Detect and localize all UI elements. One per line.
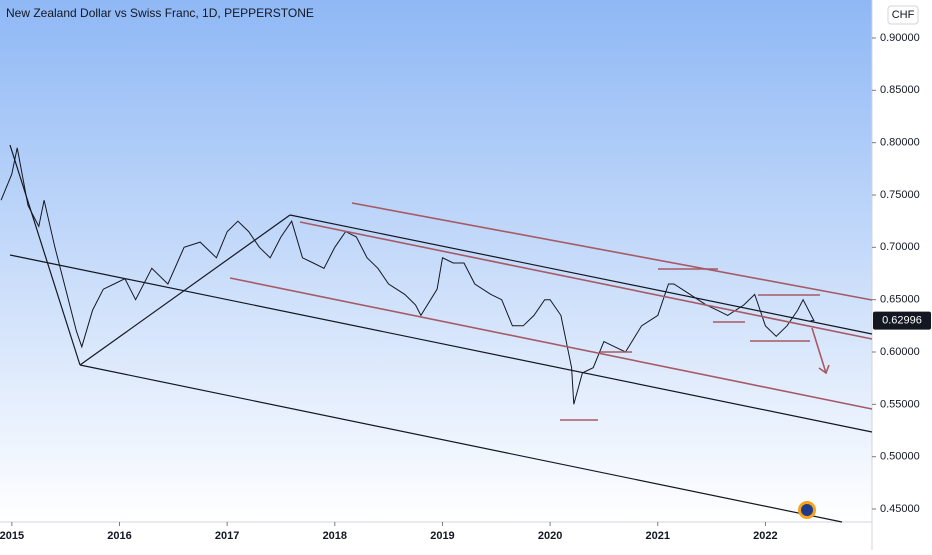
x-tick-label: 2015 bbox=[0, 530, 24, 542]
flag-icon bbox=[801, 504, 813, 516]
currency-label: CHF bbox=[892, 9, 915, 21]
drawings bbox=[9, 144, 873, 523]
price-axis bbox=[872, 0, 932, 550]
trend-line bbox=[9, 144, 81, 366]
arrow bbox=[811, 327, 830, 375]
y-tick-label: 0.70000 bbox=[880, 241, 920, 253]
x-tick-label: 2016 bbox=[107, 530, 131, 542]
y-tick-label: 0.85000 bbox=[880, 84, 920, 96]
x-tick-label: 2019 bbox=[430, 530, 454, 542]
last-price-label: 0.62996 bbox=[882, 315, 922, 327]
trend-line bbox=[79, 364, 843, 523]
x-tick-label: 2021 bbox=[646, 530, 670, 542]
channel-line bbox=[351, 202, 873, 301]
y-tick-label: 0.45000 bbox=[880, 503, 920, 515]
currency-badge[interactable] bbox=[887, 5, 919, 25]
channel-line bbox=[299, 221, 873, 340]
trend-line bbox=[289, 214, 873, 335]
channel-line bbox=[229, 277, 873, 410]
x-tick-label: 2020 bbox=[538, 530, 562, 542]
y-tick-label: 0.90000 bbox=[880, 32, 920, 44]
y-tick-label: 0.80000 bbox=[880, 137, 920, 149]
y-tick-label: 0.55000 bbox=[880, 398, 920, 410]
y-tick-label: 0.60000 bbox=[880, 346, 920, 358]
plot-background bbox=[0, 0, 872, 522]
last-price-box bbox=[873, 311, 931, 330]
trend-line bbox=[9, 254, 873, 433]
time-axis bbox=[0, 522, 872, 550]
y-tick-label: 0.75000 bbox=[880, 189, 920, 201]
x-tick-label: 2022 bbox=[753, 530, 777, 542]
chart-title: New Zealand Dollar vs Swiss Franc, 1D, P… bbox=[6, 6, 314, 20]
y-tick-label: 0.50000 bbox=[880, 451, 920, 463]
x-tick-label: 2017 bbox=[215, 530, 239, 542]
trend-line bbox=[79, 214, 291, 366]
x-tick-label: 2018 bbox=[323, 530, 347, 542]
price-line bbox=[0, 147, 815, 405]
y-tick-label: 0.65000 bbox=[880, 294, 920, 306]
